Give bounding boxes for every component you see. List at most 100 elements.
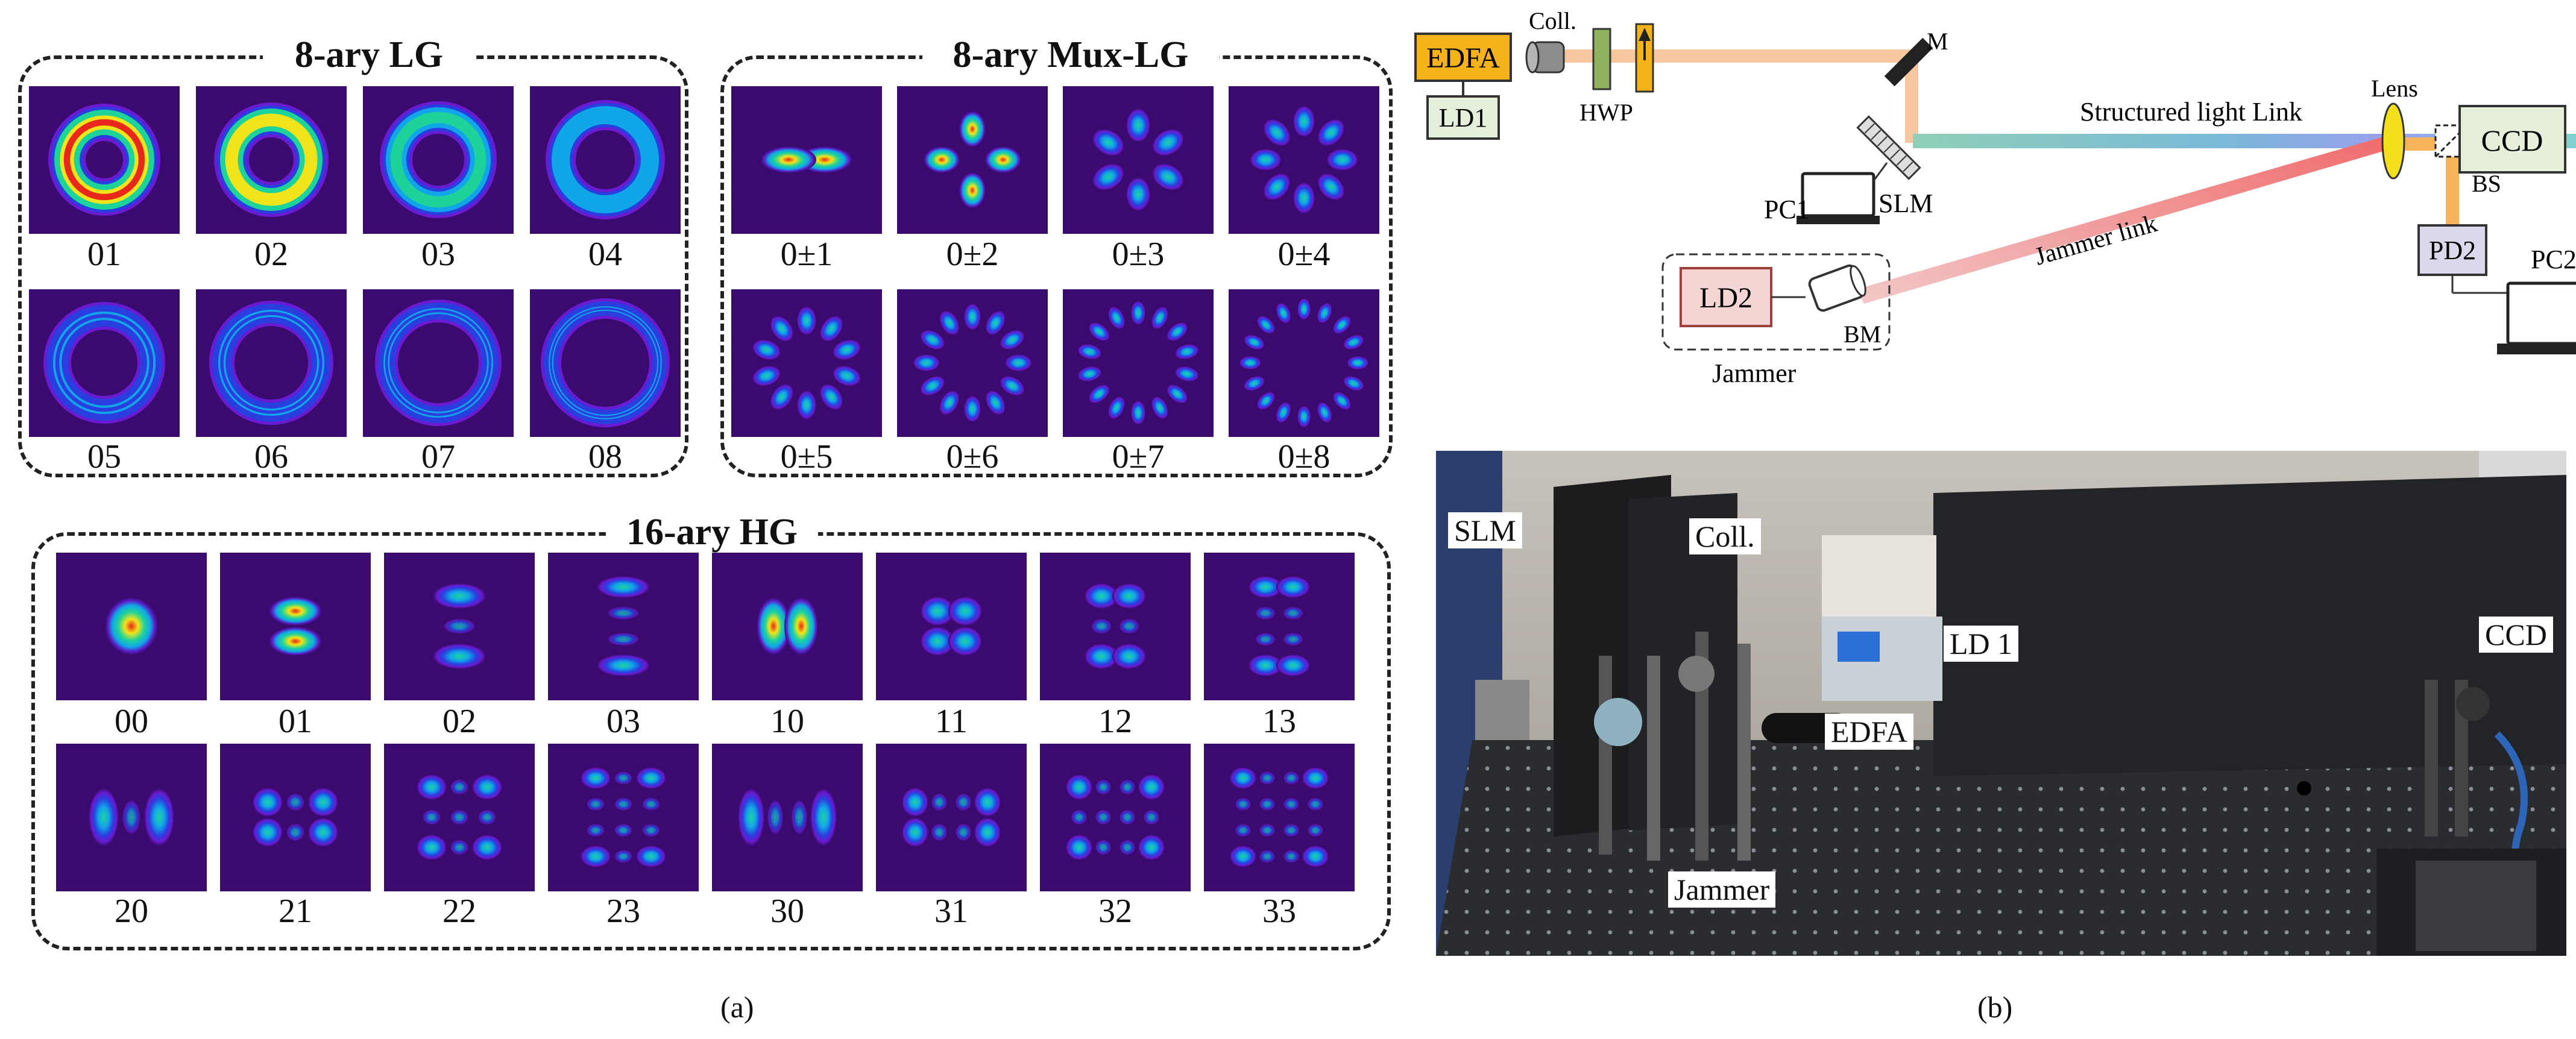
setup-schematic: EDFA LD1 Coll. HWP M SLM PC1 Structured … [1414,7,2576,388]
petal-lobe [1239,356,1261,369]
hg-mode-label: 03 [606,703,640,740]
ring-intensity [550,307,661,418]
hg-lobe [1119,809,1136,825]
hg-lobe [417,835,447,860]
hg-lobe [1283,632,1303,646]
hg-lobe [308,788,338,817]
hg-mode-label: 12 [1098,703,1132,740]
lg-mode-label: 08 [588,438,622,476]
hg-lobe [1230,767,1256,789]
lg-mode-label: 04 [588,236,622,273]
hg-lobe [89,788,119,846]
ld2-label: LD2 [1699,282,1752,314]
ring-intensity [63,119,145,201]
lg-mode-label: 06 [254,438,288,476]
pd2-label: PD2 [2429,236,2476,265]
hg-lobe [1283,850,1300,863]
petal-lobe [1126,177,1150,212]
ring-intensity [228,117,314,202]
mux-mode-label: 0±7 [1112,438,1165,476]
hg-lobe [308,818,338,847]
hg-lobe [1071,809,1088,825]
petal-lobe [1333,392,1351,410]
hg-mode-pattern [1040,744,1191,891]
hg-lobe [607,632,640,646]
hg-lobe [1112,644,1146,669]
hg-lobe [955,793,972,811]
petal-lobe [819,384,843,410]
lg-mode-pattern [29,289,180,437]
hg-mode-pattern [384,744,535,891]
lg-mode-image [363,289,514,437]
hg-mode-label: 31 [934,893,968,930]
photo-edfa-label: EDFA [1825,714,1913,750]
hg-lobe [472,835,502,860]
hg-lobe [1066,835,1092,860]
lg-mode-label: 01 [87,236,121,273]
hg-mode-pattern [1040,553,1191,700]
petal-lobe [1276,303,1291,324]
hg-mode-image [876,553,1027,700]
lens-label: Lens [2371,75,2418,102]
petal-lobe [924,146,960,173]
hg-mode-pattern [1204,744,1355,891]
hg-lobe [921,627,954,656]
hg-mode-image [384,744,535,891]
hg-lobe [253,818,283,847]
hg-lobe [921,597,954,626]
bm-label: BM [1844,321,1881,348]
mux-mode-pattern [1229,86,1379,234]
hg-lobe [122,800,140,835]
hg-lobe [948,627,982,656]
jammer-link-label: Jammer link [2032,210,2160,271]
caption-a: (a) [720,990,754,1024]
hg-lobe [1091,618,1112,634]
hwp-label: HWP [1579,99,1633,126]
hg-lobe [974,818,1001,847]
petal-lobe [770,315,794,342]
pd2-box [2417,224,2487,276]
petal-lobe [1257,392,1275,410]
mux-mode-label: 0±2 [946,236,999,273]
petal-lobe [1092,129,1124,156]
hg-mode-pattern [876,744,1027,891]
hg-lobe [433,583,486,609]
lg-mode-image [29,289,180,437]
hg-lobe [1249,654,1282,676]
hg-lobe [1307,797,1324,811]
hg-lobe [587,823,605,837]
lg-mode-pattern [363,289,514,437]
hg-lobe [597,654,650,676]
petal-lobe [1151,306,1168,330]
petal-lobe [1151,396,1168,419]
petal-lobe [939,390,960,415]
mux-mode-image [1063,86,1214,234]
hg-mode-pattern [220,744,371,891]
ring-intensity [393,115,483,205]
hg-lobe [1095,779,1112,795]
hg-mode-pattern [876,553,1027,700]
hg-panel-title: 16-ary HG [606,511,818,553]
lg-mode-pattern [29,86,180,234]
mux-mode-pattern [1229,289,1379,437]
hg-lobe [286,793,304,811]
petal-lobe [1108,396,1125,419]
hg-lobe [614,797,632,811]
hg-mode-image [56,553,207,700]
lg-mode-image [530,289,681,437]
hg-lobe [614,850,632,863]
petal-lobe [1333,316,1351,334]
petal-lobe [913,354,940,371]
hg-mode-label: 02 [442,703,476,740]
lg-mode-label: 07 [421,438,455,476]
hg-lobe [614,771,632,785]
mux-mode-label: 0±8 [1277,438,1331,476]
hg-lobe [269,597,322,626]
hg-lobe [1119,779,1136,795]
petal-lobe [1293,182,1315,214]
petal-lobe [1244,375,1265,391]
hg-lobe [1276,576,1310,598]
petal-lobe [920,375,945,396]
pc1-laptop [1801,172,1875,218]
hg-mode-label: 23 [606,893,640,930]
